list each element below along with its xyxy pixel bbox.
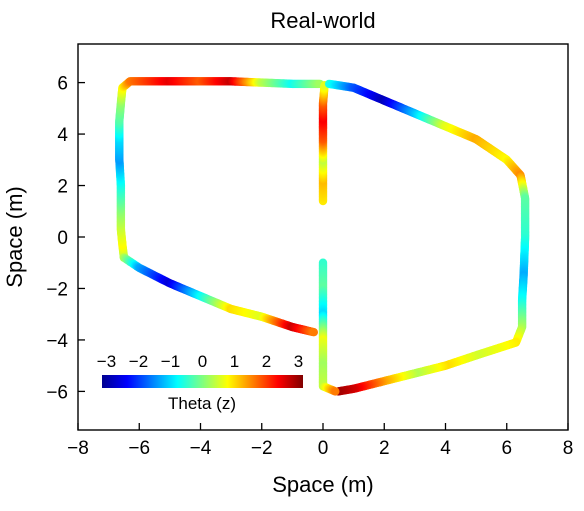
trajectory-segment-3: [324, 79, 530, 396]
colorbar-gradient: [102, 375, 303, 388]
y-tick-label: 6: [57, 74, 68, 95]
colorbar-label: Theta (z): [168, 394, 236, 413]
x-tick-label: 6: [501, 438, 512, 459]
trajectory-layer: [115, 77, 530, 396]
colorbar-tick-label: 3: [294, 352, 303, 371]
colorbar-ticks: −3 −2 −1 0 1 2 3: [97, 352, 303, 371]
trajectory-segment-2: [318, 81, 329, 206]
y-tick-label: 4: [57, 125, 68, 146]
x-tick-label: −2: [251, 438, 273, 459]
x-axis-ticks: −8 −6 −4 −2 0 2 4 6 8: [67, 423, 573, 459]
chart-title: Real-world: [270, 8, 375, 33]
x-tick-label: −8: [67, 438, 89, 459]
y-tick-label: −6: [46, 382, 68, 403]
x-tick-label: 2: [379, 438, 390, 459]
y-tick-label: −4: [46, 331, 68, 352]
trajectory-point: [309, 328, 318, 337]
trajectory-segment-5: [119, 253, 318, 337]
x-tick-label: 4: [440, 438, 451, 459]
y-axis-ticks: −6 −4 −2 0 2 4 6: [46, 74, 85, 403]
x-tick-label: 8: [563, 438, 574, 459]
colorbar-tick-label: −3: [97, 352, 116, 371]
trajectory-segment-4: [318, 258, 340, 396]
y-tick-label: 2: [57, 177, 68, 198]
colorbar-tick-label: 2: [262, 352, 271, 371]
trajectory-point: [331, 387, 340, 396]
trajectory-segment-1: [115, 77, 325, 262]
x-tick-label: −6: [128, 438, 150, 459]
colorbar-tick-label: −2: [129, 352, 148, 371]
colorbar-tick-label: 1: [230, 352, 239, 371]
x-tick-label: −4: [190, 438, 212, 459]
x-tick-label: 0: [318, 438, 329, 459]
y-tick-label: −2: [46, 279, 68, 300]
x-axis-title: Space (m): [272, 472, 373, 497]
colorbar-tick-label: −1: [161, 352, 180, 371]
y-axis-title: Space (m): [2, 186, 27, 287]
y-tick-label: 0: [57, 228, 68, 249]
colorbar: −3 −2 −1 0 1 2 3 Theta (z): [97, 352, 303, 413]
colorbar-tick-label: 0: [198, 352, 207, 371]
